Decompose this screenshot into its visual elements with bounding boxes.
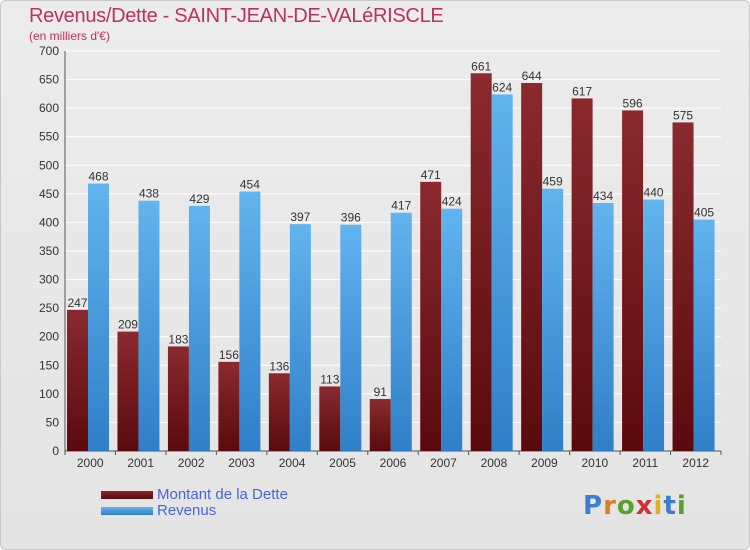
bar-revenue-2004 <box>289 224 311 451</box>
data-label-debt-2003: 156 <box>219 348 239 362</box>
data-label-revenue-2002: 429 <box>189 192 209 206</box>
logo-letter: r <box>603 491 617 521</box>
legend-label-revenue: Revenus <box>157 502 217 519</box>
bar-revenue-2011 <box>643 199 665 451</box>
y-tick-label: 200 <box>39 330 59 344</box>
x-tick-label-2002: 2002 <box>178 456 205 470</box>
bar-debt-2010 <box>571 98 593 451</box>
logo-letter: i <box>653 491 664 521</box>
data-label-revenue-2001: 438 <box>139 187 159 201</box>
bar-debt-2002 <box>167 346 189 451</box>
data-label-revenue-2003: 454 <box>240 178 260 192</box>
x-tick-label-2012: 2012 <box>682 456 709 470</box>
bar-debt-2004 <box>268 373 290 451</box>
data-label-debt-2004: 136 <box>269 359 289 373</box>
bar-revenue-2002 <box>188 205 210 451</box>
bar-revenue-2003 <box>239 191 261 452</box>
y-tick-label: 450 <box>39 187 59 201</box>
x-tick-label-2000: 2000 <box>77 456 104 470</box>
legend-swatch-debt <box>101 491 153 499</box>
data-label-debt-2011: 596 <box>623 96 643 110</box>
y-tick-label: 500 <box>39 158 59 172</box>
bar-debt-2007 <box>420 181 442 451</box>
data-label-debt-2010: 617 <box>572 84 592 98</box>
bar-debt-2001 <box>117 331 139 451</box>
data-label-debt-2008: 661 <box>471 59 491 73</box>
bar-debt-2009 <box>521 83 543 451</box>
bar-revenue-2007 <box>441 208 463 451</box>
x-tick-label-2001: 2001 <box>127 456 154 470</box>
data-label-debt-2012: 575 <box>673 108 693 122</box>
bar-revenue-2008 <box>491 94 513 451</box>
bar-debt-2008 <box>470 73 492 452</box>
legend-label-debt: Montant de la Dette <box>157 486 288 503</box>
y-tick-label: 650 <box>39 73 59 87</box>
bar-debt-2003 <box>218 361 240 451</box>
x-tick-label-2009: 2009 <box>531 456 558 470</box>
bar-revenue-2005 <box>340 224 362 451</box>
x-tick-label-2011: 2011 <box>632 456 658 470</box>
data-label-debt-2002: 183 <box>168 332 188 346</box>
bar-debt-2006 <box>369 399 391 451</box>
x-tick-label-2005: 2005 <box>329 456 356 470</box>
data-label-revenue-2000: 468 <box>88 170 108 184</box>
bar-debt-2005 <box>319 386 341 451</box>
x-tick-label-2007: 2007 <box>430 456 457 470</box>
x-tick-label-2004: 2004 <box>279 456 306 470</box>
y-tick-label: 0 <box>52 444 59 458</box>
bar-revenue-2001 <box>138 200 160 451</box>
chart-title: Revenus/Dette - SAINT-JEAN-DE-VALéRISCLE <box>29 5 444 27</box>
logo-letter: i <box>676 491 687 521</box>
logo-letter: x <box>635 491 654 521</box>
data-label-revenue-2005: 396 <box>341 211 361 225</box>
y-tick-label: 100 <box>39 387 59 401</box>
data-label-debt-2009: 644 <box>522 69 542 83</box>
legend-swatch-revenue <box>101 507 153 515</box>
labels-layer: 0 50 100 150 200 250 300 350 400 450 500 550 600 650 7… <box>39 44 714 470</box>
y-tick-label: 300 <box>39 273 59 287</box>
bar-revenue-2010 <box>592 203 614 451</box>
data-label-revenue-2006: 417 <box>391 199 411 213</box>
y-tick-label: 400 <box>39 215 59 229</box>
data-label-debt-2001: 209 <box>118 318 138 332</box>
data-label-revenue-2004: 397 <box>290 210 310 224</box>
bar-debt-2011 <box>622 110 644 451</box>
x-tick-label-2003: 2003 <box>228 456 255 470</box>
y-tick-label: 600 <box>39 101 59 115</box>
data-label-revenue-2009: 459 <box>543 175 563 189</box>
bar-revenue-2000 <box>88 183 109 452</box>
y-tick-label: 550 <box>39 130 59 144</box>
bar-debt-2012 <box>672 122 694 451</box>
data-label-debt-2005: 113 <box>320 372 339 386</box>
data-label-revenue-2008: 624 <box>492 80 512 94</box>
bars-layer <box>67 73 715 452</box>
logo-letter: P <box>583 491 604 521</box>
data-label-revenue-2010: 434 <box>593 189 613 203</box>
data-label-debt-2000: 247 <box>67 296 87 310</box>
y-tick-label: 150 <box>39 358 59 372</box>
x-tick-label-2010: 2010 <box>581 456 608 470</box>
y-tick-label: 250 <box>39 301 59 315</box>
x-tick-label-2008: 2008 <box>481 456 508 470</box>
logo-letter: t <box>663 491 677 521</box>
y-tick-label: 700 <box>39 44 59 58</box>
data-label-debt-2006: 91 <box>374 385 388 399</box>
x-tick-label-2006: 2006 <box>380 456 407 470</box>
bar-revenue-2006 <box>390 212 412 451</box>
bar-debt-2000 <box>67 309 88 451</box>
bar-revenue-2012 <box>693 219 715 451</box>
data-label-revenue-2007: 424 <box>442 195 462 209</box>
data-label-revenue-2012: 405 <box>694 206 714 220</box>
bar-revenue-2009 <box>542 188 564 451</box>
data-label-revenue-2011: 440 <box>644 186 664 200</box>
logo-letter: o <box>616 491 636 521</box>
chart-subtitle: (en milliers d'€) <box>29 29 110 43</box>
data-label-debt-2007: 471 <box>421 168 441 182</box>
proxiti-logo: Proxiti <box>583 491 687 521</box>
y-tick-label: 50 <box>46 415 60 429</box>
y-tick-label: 350 <box>39 244 59 258</box>
